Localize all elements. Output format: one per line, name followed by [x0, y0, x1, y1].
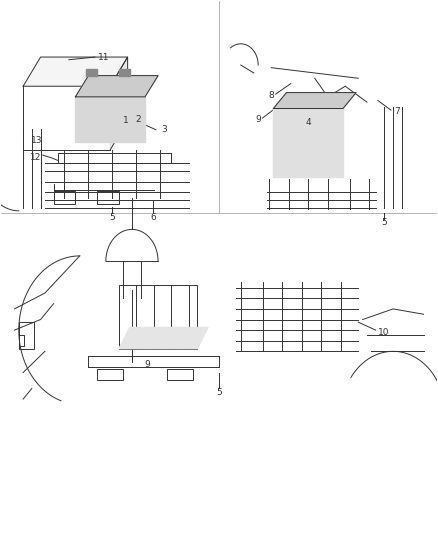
- Polygon shape: [23, 57, 127, 86]
- Polygon shape: [110, 57, 127, 150]
- Text: 9: 9: [144, 360, 150, 369]
- Text: 5: 5: [216, 387, 222, 397]
- Polygon shape: [119, 327, 208, 349]
- Polygon shape: [273, 93, 356, 109]
- Text: 1: 1: [123, 116, 128, 125]
- Bar: [86, 69, 97, 76]
- Text: 8: 8: [268, 91, 274, 100]
- Bar: [119, 69, 130, 76]
- Text: 5: 5: [381, 218, 387, 227]
- Text: 10: 10: [378, 328, 389, 337]
- Text: 9: 9: [255, 115, 261, 124]
- Polygon shape: [273, 109, 343, 177]
- Text: 5: 5: [110, 213, 115, 222]
- Text: 7: 7: [395, 107, 400, 116]
- Text: 3: 3: [162, 125, 167, 134]
- Text: 4: 4: [305, 118, 311, 127]
- Text: 13: 13: [31, 136, 42, 146]
- Text: 11: 11: [98, 53, 110, 62]
- Polygon shape: [75, 97, 145, 142]
- Polygon shape: [75, 76, 158, 97]
- Text: 12: 12: [30, 153, 41, 162]
- Text: 6: 6: [150, 213, 156, 222]
- Text: 2: 2: [136, 115, 141, 124]
